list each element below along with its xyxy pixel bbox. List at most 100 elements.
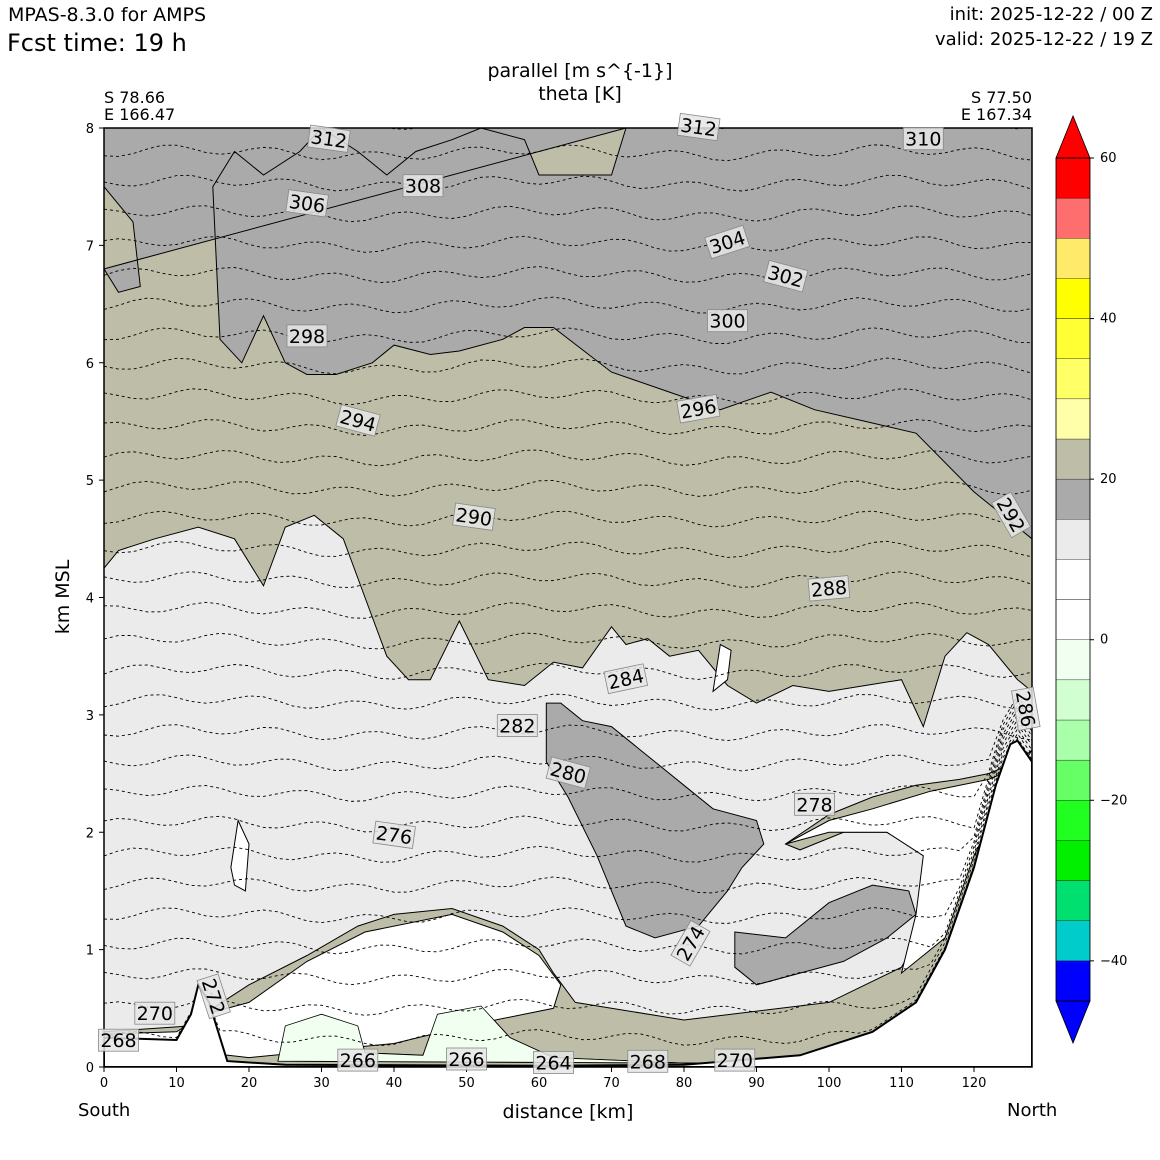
contour-label-box (134, 1001, 176, 1025)
colorbar-bin (1055, 358, 1091, 399)
colorbar-bin (1055, 559, 1091, 600)
theta-contour-29 (104, 144, 1032, 162)
contour-label: 298 (289, 326, 325, 348)
contour-label-box (676, 112, 721, 142)
theta-contour-5 (104, 714, 1032, 894)
contour-label-group: 306 (285, 189, 329, 218)
theta-contour-22 (104, 357, 1032, 375)
model-name: MPAS-8.3.0 for AMPS (8, 4, 207, 26)
colorbar-bin (1055, 960, 1091, 1002)
contour-label-box (285, 189, 329, 218)
contour-label-group: 268 (98, 1028, 139, 1052)
contour-label-box (902, 127, 944, 151)
contour-label: 270 (717, 1050, 753, 1072)
contour-label-group: 288 (807, 575, 851, 602)
x-tick-label: 0 (100, 1076, 108, 1091)
theta-contour-24 (104, 296, 1032, 314)
colorbar-bin (1055, 599, 1091, 640)
theta-contour-11 (104, 693, 1032, 711)
contour-label-group: 270 (134, 1001, 176, 1025)
contour-label-box (98, 1028, 139, 1052)
x-tick-label: 10 (168, 1076, 185, 1091)
contour-label-box (704, 224, 751, 260)
contour-label-group: 268 (627, 1049, 669, 1073)
direction-north: North (1007, 1100, 1058, 1121)
colorbar-tick-label: 40 (1100, 312, 1117, 327)
contour-label-box (452, 502, 496, 531)
x-tick-label: 50 (458, 1076, 475, 1091)
colorbar-bin (1055, 920, 1091, 961)
theta-contour-1 (104, 732, 1032, 1016)
y-tick-label: 5 (86, 474, 94, 489)
contour-label-box (807, 575, 851, 602)
contour-label-box (676, 393, 721, 424)
y-tick-label: 3 (86, 709, 94, 724)
colorbar-bin (1055, 238, 1091, 279)
theta-contour-14 (104, 601, 1032, 619)
theta-contour-12 (104, 662, 1032, 680)
contour-label-box (763, 259, 809, 293)
contour-label: 278 (796, 794, 832, 816)
colorbar-bin (1055, 197, 1091, 239)
contour-label-box (670, 919, 711, 967)
colorbar-max-extension (1055, 114, 1091, 159)
colorbar-bin (1055, 398, 1091, 440)
theta-contour-19 (104, 449, 1032, 467)
theta-contour-21 (104, 388, 1032, 406)
direction-south: South (78, 1100, 131, 1121)
theta-contour-20 (104, 419, 1032, 436)
colorbar-bin (1055, 679, 1091, 721)
contour-label: 290 (454, 504, 493, 531)
x-tick-label: 100 (817, 1076, 842, 1091)
contour-label-box (545, 756, 591, 789)
x-tick-label: 20 (241, 1076, 258, 1091)
colorbar-bin (1055, 719, 1091, 761)
y-tick-label: 2 (86, 826, 94, 841)
colorbar-bin (1055, 157, 1091, 199)
theta-contour-9 (104, 695, 1032, 772)
plot-area (104, 128, 1032, 1067)
x-tick-label: 90 (748, 1076, 765, 1091)
contour-label-box (714, 1048, 756, 1072)
contour-label-group: 266 (337, 1048, 379, 1072)
contour-label: 310 (905, 129, 941, 151)
fill-region-3 (734, 884, 917, 986)
theta-contour-8 (104, 699, 1032, 802)
right-endpoint-lon: E 167.34 (960, 105, 1032, 124)
colorbar-frame (1055, 157, 1091, 1002)
contour-label: 312 (679, 115, 718, 142)
colorbar-tick-label: −20 (1100, 793, 1127, 808)
contour-label-box (372, 820, 416, 849)
contour-label-box (335, 404, 381, 437)
colorbar-bin (1055, 840, 1091, 881)
y-tick-label: 7 (86, 239, 94, 254)
theta-contour-7 (104, 704, 1032, 833)
y-tick-label: 1 (86, 944, 94, 959)
theta-contour-0 (104, 737, 1032, 1047)
x-tick-label: 40 (386, 1076, 403, 1091)
y-tick-label: 4 (86, 592, 94, 607)
theta-contour-17 (104, 510, 1032, 528)
colorbar-tick-label: 20 (1100, 472, 1117, 487)
contour-label-group: 276 (372, 820, 416, 849)
theta-contour-28 (104, 174, 1032, 192)
contour-label-box (307, 124, 351, 153)
contour-label-group: 312 (676, 112, 721, 142)
contour-label: 266 (448, 1049, 484, 1071)
theta-contour-18 (104, 480, 1032, 497)
contour-label: 264 (535, 1053, 571, 1075)
contour-label: 270 (137, 1003, 173, 1025)
fill-region-north-white (785, 766, 1019, 975)
theta-contour-15 (104, 571, 1032, 588)
contour-label-group: 282 (496, 714, 538, 738)
colorbar-bin (1055, 278, 1091, 319)
contour-label-group: 310 (902, 127, 944, 151)
chart-subtitle: theta [K] (538, 83, 622, 105)
colorbar-bin (1055, 318, 1091, 359)
theta-contour-25 (104, 266, 1032, 284)
theta-contour-16 (104, 540, 1032, 558)
contour-label-box (196, 973, 231, 1020)
contour-label-box (402, 174, 444, 198)
theta-contour-10 (104, 724, 1032, 742)
